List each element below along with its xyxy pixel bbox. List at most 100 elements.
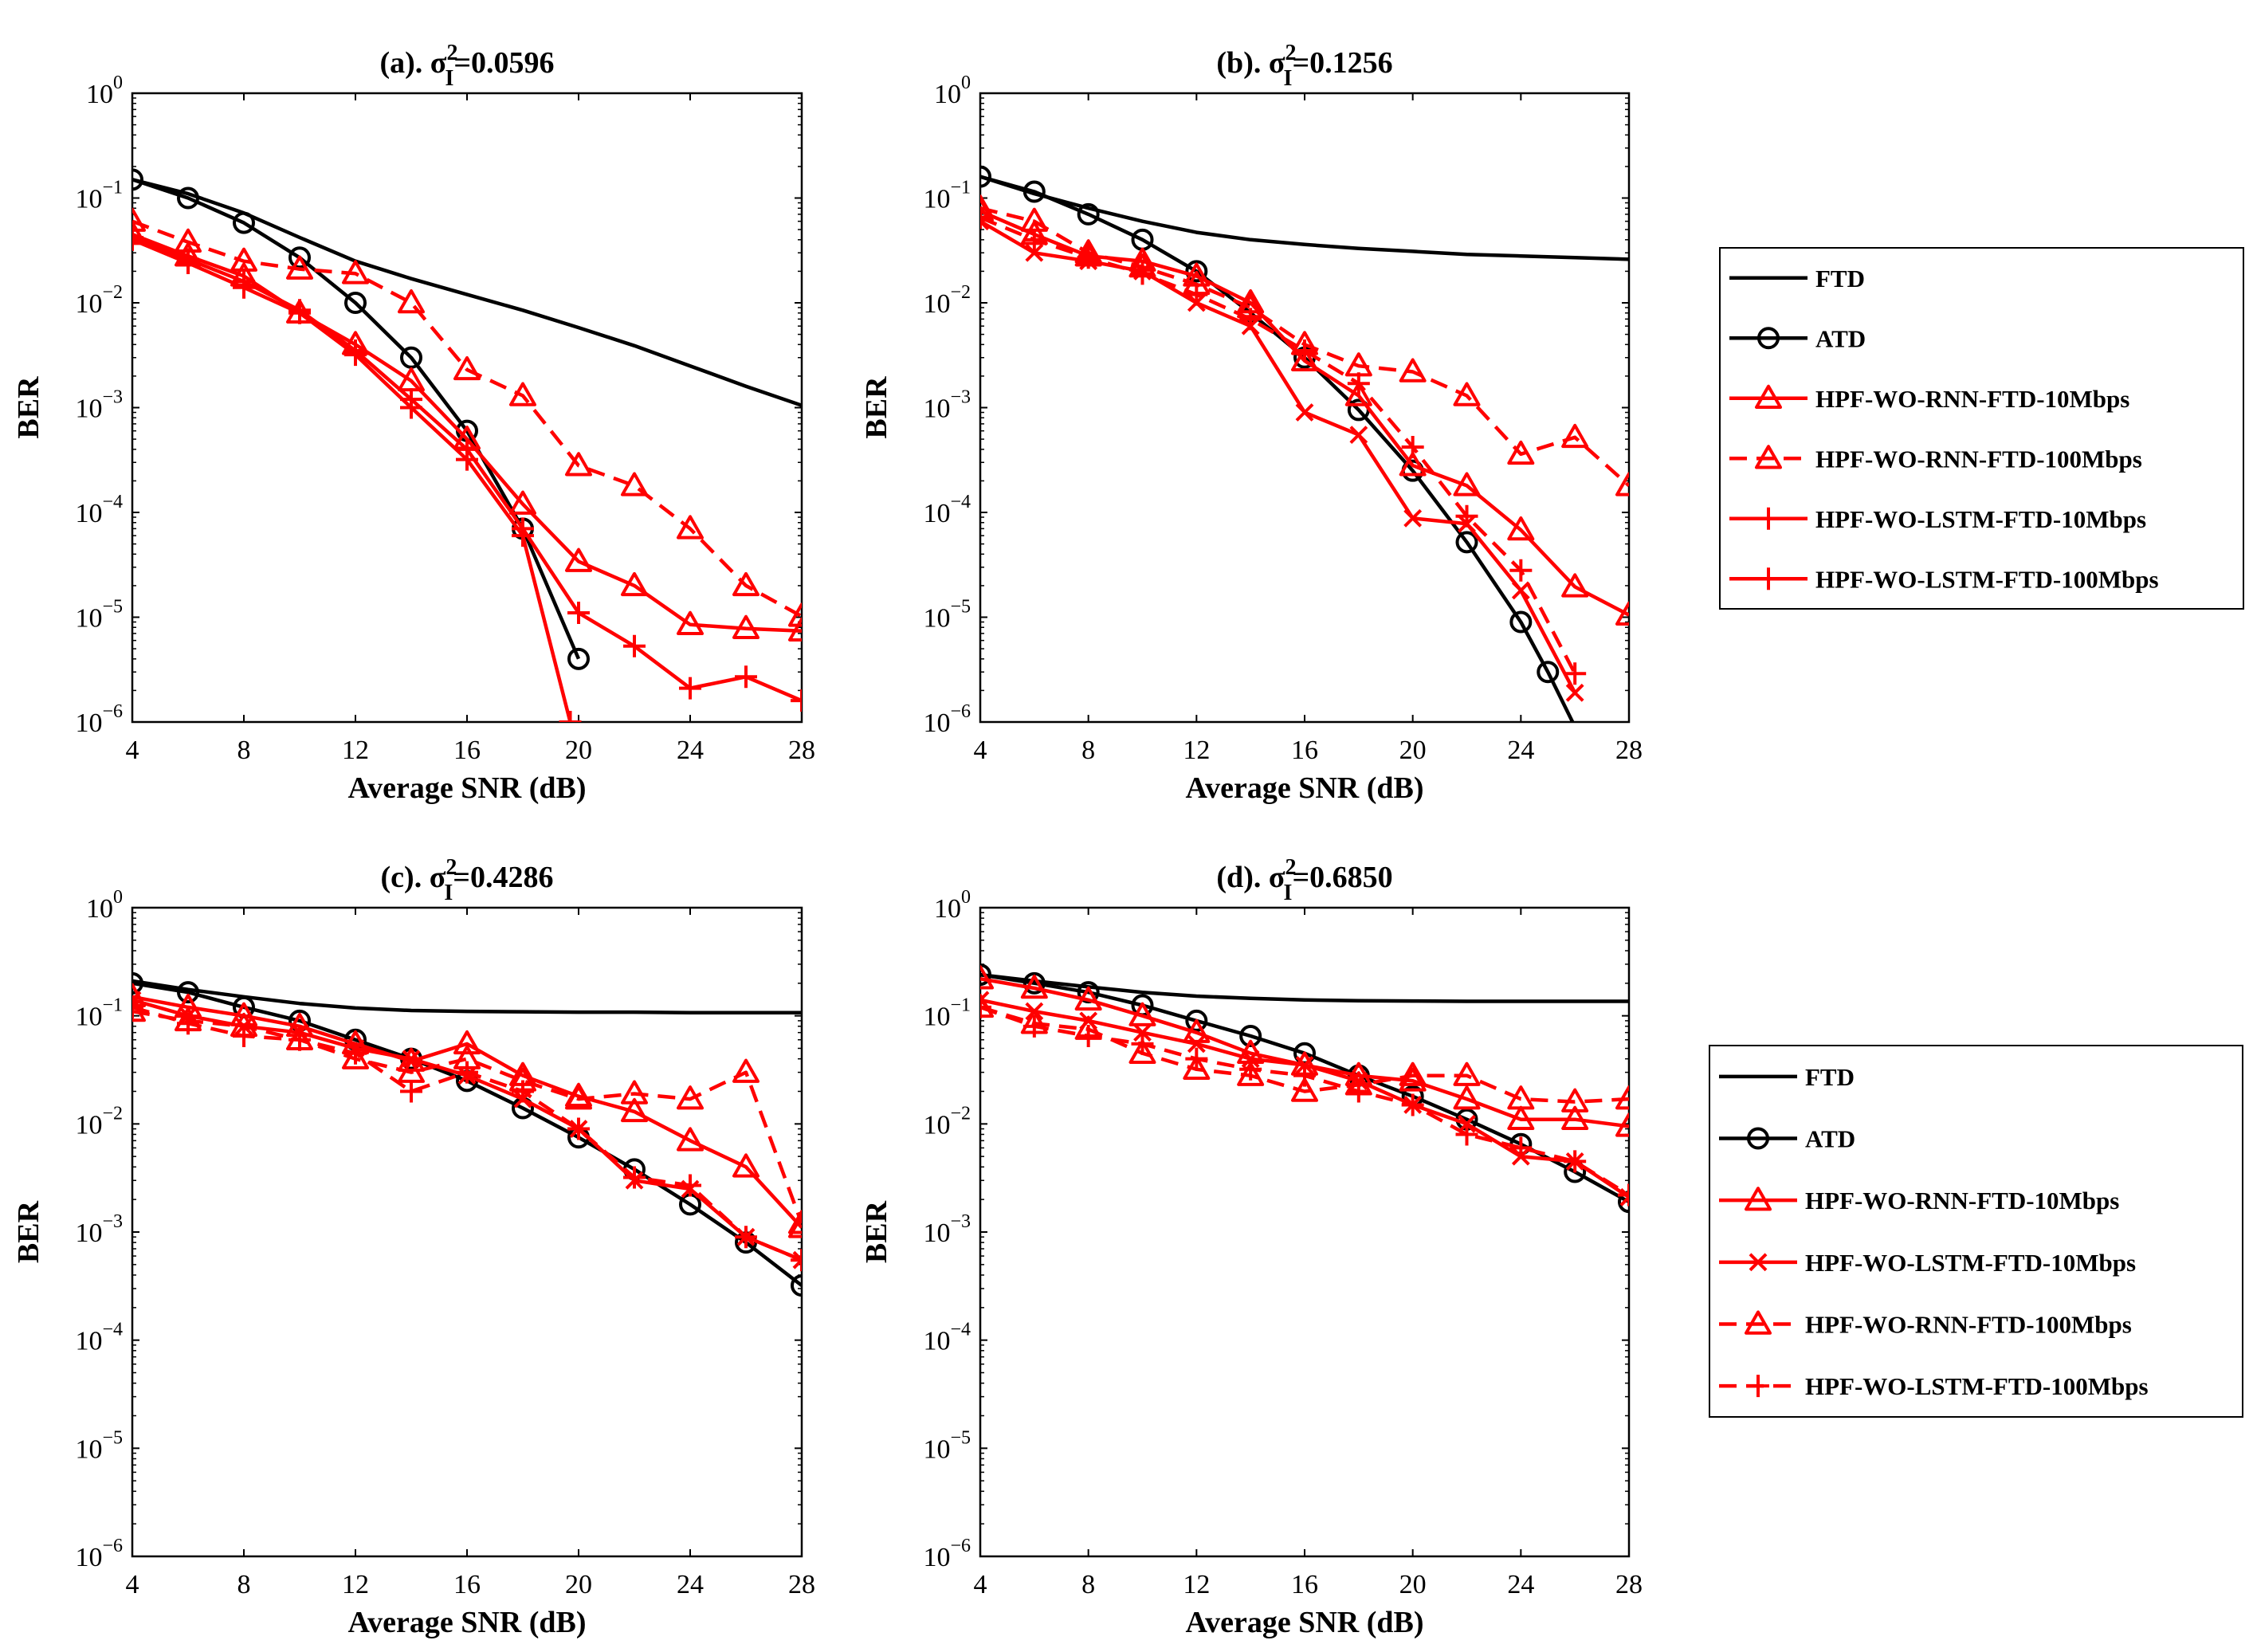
x-tick-label: 20 bbox=[565, 1570, 592, 1599]
series-hpf-wo-lstm-ftd-100mbps bbox=[980, 995, 1629, 1207]
legend-marker bbox=[1757, 567, 1780, 591]
data-point bbox=[980, 965, 994, 990]
x-tick-label: 8 bbox=[1081, 736, 1095, 765]
x-tick-label: 24 bbox=[1507, 1570, 1534, 1599]
data-point bbox=[132, 221, 146, 245]
x-tick-label: 16 bbox=[1291, 736, 1318, 765]
data-point bbox=[980, 194, 994, 219]
data-point bbox=[132, 995, 143, 1018]
data-point bbox=[1453, 472, 1481, 496]
data-point bbox=[1185, 283, 1208, 306]
data-point bbox=[1344, 382, 1372, 406]
data-point bbox=[1187, 1034, 1206, 1054]
y-tick-label: 10−2 bbox=[923, 1103, 971, 1140]
legend-label: ATD bbox=[1815, 324, 1866, 352]
data-point bbox=[288, 299, 311, 322]
data-point bbox=[456, 438, 478, 461]
data-point bbox=[132, 971, 143, 995]
x-tick-label: 12 bbox=[342, 736, 369, 765]
data-point bbox=[1565, 683, 1584, 702]
legend-label: ATD bbox=[1805, 1125, 1855, 1153]
data-point bbox=[1133, 1023, 1152, 1042]
data-point bbox=[1077, 1025, 1100, 1048]
data-point bbox=[177, 981, 199, 1004]
data-point bbox=[1561, 1088, 1589, 1112]
data-point bbox=[732, 614, 760, 639]
legend-top: FTD ATD HPF-WO-RNN-FTD-10Mbps HPF-WO-RNN-FT… bbox=[1719, 247, 2244, 610]
data-point bbox=[732, 1058, 760, 1083]
x-tick-label: 28 bbox=[1615, 736, 1643, 765]
legend-label: HPF-WO-RNN-FTD-100Mbps bbox=[1805, 1311, 2132, 1339]
legend-label: HPF-WO-LSTM-FTD-10Mbps bbox=[1805, 1249, 2136, 1277]
data-point bbox=[1615, 1085, 1629, 1110]
data-point bbox=[1399, 452, 1427, 477]
data-point bbox=[1293, 339, 1316, 362]
data-point bbox=[735, 665, 757, 689]
x-tick-label: 8 bbox=[237, 736, 251, 765]
data-point bbox=[565, 452, 592, 477]
data-point bbox=[788, 602, 802, 627]
data-point bbox=[679, 677, 701, 700]
x-tick-label: 8 bbox=[237, 1570, 251, 1599]
legend-label: HPF-WO-LSTM-FTD-10Mbps bbox=[1815, 505, 2146, 533]
x-axis-label: Average SNR (dB) bbox=[347, 771, 586, 805]
data-point bbox=[1295, 403, 1314, 422]
x-tick-label: 4 bbox=[126, 1570, 139, 1599]
data-point bbox=[1131, 262, 1154, 285]
series-line bbox=[132, 178, 581, 660]
data-point bbox=[1239, 308, 1262, 331]
x-tick-label: 16 bbox=[453, 1570, 481, 1599]
data-point bbox=[1507, 516, 1535, 541]
legend-box bbox=[1709, 1045, 2243, 1418]
data-point bbox=[1615, 601, 1629, 626]
data-point bbox=[1074, 986, 1102, 1011]
data-point bbox=[980, 206, 991, 230]
y-tick-label: 10−3 bbox=[75, 387, 123, 424]
data-point bbox=[1401, 436, 1424, 459]
legend-marker bbox=[1745, 1310, 1772, 1335]
data-point bbox=[1618, 1183, 1629, 1207]
data-point bbox=[1509, 610, 1533, 634]
data-point bbox=[1511, 581, 1530, 600]
data-point bbox=[1131, 1032, 1154, 1055]
data-point bbox=[677, 515, 704, 540]
data-point bbox=[623, 634, 646, 657]
subplot-d: 4 8 12 16 20 24 28 100 10−1 10−2 10−3 10−4 10−5 10−6 (… bbox=[860, 855, 1643, 1639]
data-point bbox=[621, 571, 648, 597]
data-point bbox=[1128, 1002, 1156, 1026]
x-axis-label: Average SNR (dB) bbox=[1185, 1606, 1423, 1639]
legend-label: HPF-WO-LSTM-FTD-100Mbps bbox=[1805, 1372, 2149, 1400]
data-point bbox=[1455, 531, 1478, 554]
x-tick-label: 12 bbox=[1183, 736, 1210, 765]
data-point bbox=[1615, 1112, 1629, 1137]
data-point bbox=[1507, 1105, 1535, 1130]
x-tick-label: 24 bbox=[1507, 736, 1534, 765]
data-point bbox=[1022, 180, 1046, 203]
data-point bbox=[732, 571, 760, 597]
data-point bbox=[400, 388, 422, 411]
data-point bbox=[1561, 423, 1589, 449]
data-point bbox=[1618, 1191, 1629, 1214]
y-axis-label: BER bbox=[12, 1200, 45, 1263]
x-axis-label: Average SNR (dB) bbox=[1185, 771, 1423, 805]
data-point bbox=[677, 1085, 704, 1110]
y-tick-label: 10−1 bbox=[923, 178, 971, 214]
legend-bottom: FTD ATD HPF-WO-RNN-FTD-10Mbps HPF-WO-LSTM-F… bbox=[1709, 1045, 2243, 1418]
y-tick-label: 10−4 bbox=[75, 1320, 123, 1356]
data-point bbox=[1291, 1077, 1318, 1102]
legend-marker bbox=[1745, 1187, 1772, 1211]
y-tick-label: 100 bbox=[86, 887, 123, 924]
data-point bbox=[512, 517, 534, 540]
legend-marker bbox=[1747, 1375, 1769, 1398]
data-point bbox=[1564, 662, 1587, 685]
data-point bbox=[1619, 1187, 1629, 1207]
data-point bbox=[400, 346, 422, 369]
data-point bbox=[732, 1153, 760, 1178]
data-point bbox=[1239, 1058, 1262, 1081]
x-tick-label: 20 bbox=[565, 736, 592, 765]
legend-label: HPF-WO-RNN-FTD-10Mbps bbox=[1815, 385, 2129, 413]
y-tick-label: 10−5 bbox=[75, 1427, 123, 1464]
data-point bbox=[1403, 508, 1423, 528]
data-point bbox=[1399, 1061, 1427, 1086]
x-tick-label: 4 bbox=[126, 736, 139, 765]
